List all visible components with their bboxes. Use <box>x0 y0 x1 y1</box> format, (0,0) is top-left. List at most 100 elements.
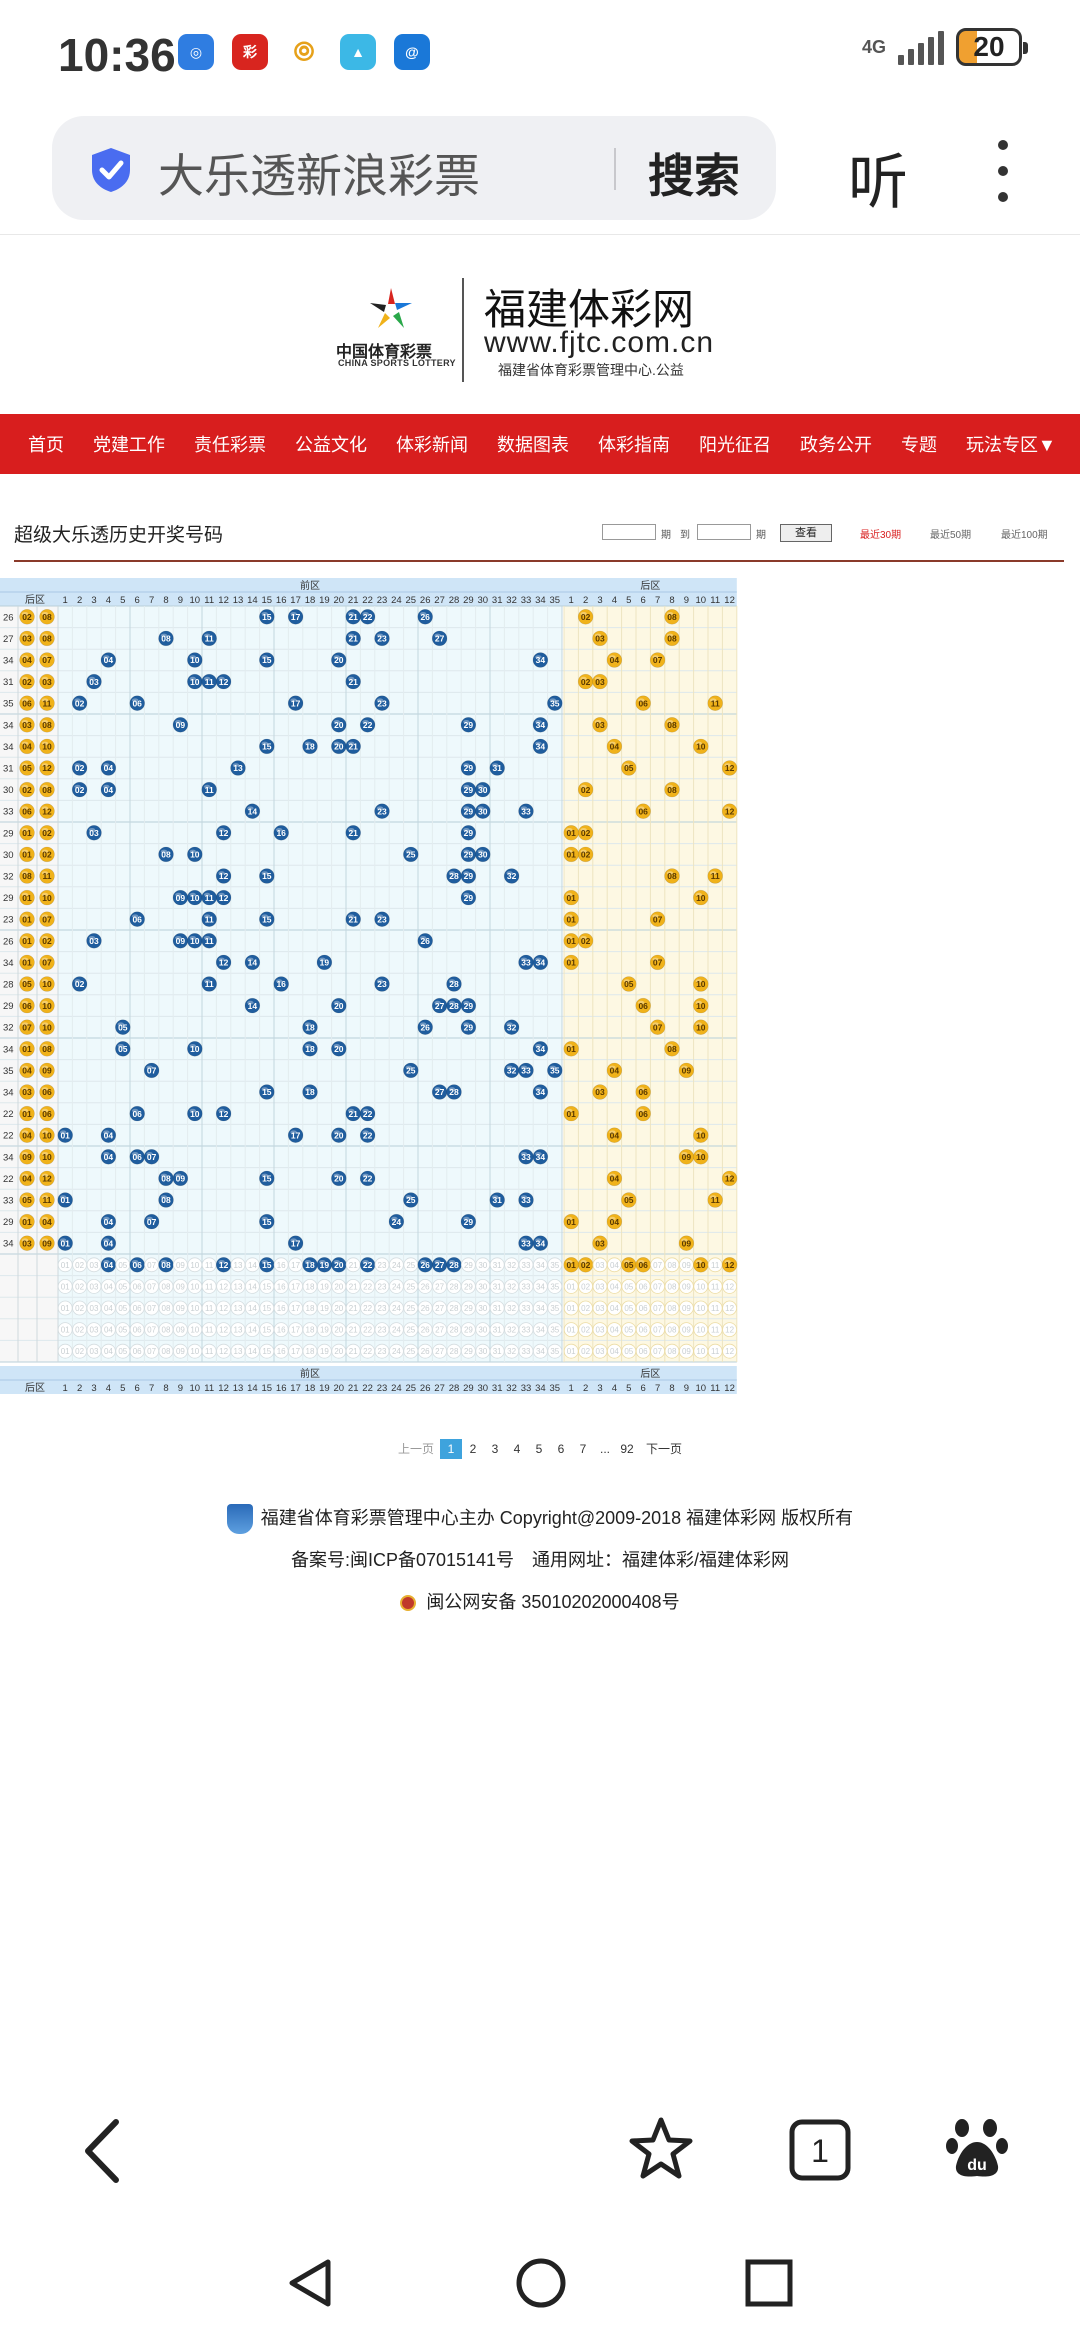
pager-page-6[interactable]: 7 <box>579 1442 587 1456</box>
empty-number[interactable]: 20 <box>331 1300 347 1316</box>
empty-number[interactable]: 33 <box>518 1322 534 1337</box>
empty-number[interactable]: 13 <box>230 1300 246 1316</box>
recent-50-link[interactable]: 最近50期 <box>930 530 972 541</box>
empty-number[interactable]: 27 <box>432 1322 448 1337</box>
search-query[interactable]: 大乐透新浪彩票 <box>158 150 480 202</box>
empty-number[interactable]: 02 <box>72 1343 87 1359</box>
empty-number[interactable]: 08 <box>158 1343 174 1359</box>
pager-prev[interactable]: 上一页 <box>397 1442 434 1456</box>
empty-number[interactable]: 05 <box>115 1257 131 1273</box>
empty-number[interactable]: 04 <box>101 1322 116 1337</box>
system-back-icon[interactable] <box>286 2256 336 2310</box>
pager-next[interactable]: 下一页 <box>646 1442 683 1456</box>
empty-number[interactable]: 19 <box>316 1300 332 1316</box>
empty-number[interactable]: 01 <box>57 1322 73 1337</box>
empty-number[interactable]: 07 <box>144 1343 160 1359</box>
empty-number[interactable]: 07 <box>144 1322 160 1337</box>
empty-number[interactable]: 33 <box>518 1300 534 1316</box>
empty-number[interactable]: 33 <box>518 1257 534 1273</box>
empty-number[interactable]: 11 <box>201 1300 217 1316</box>
empty-number[interactable]: 04 <box>607 1322 622 1337</box>
empty-number[interactable]: 17 <box>288 1322 304 1337</box>
empty-number[interactable]: 03 <box>592 1322 608 1337</box>
empty-number[interactable]: 04 <box>101 1300 116 1316</box>
empty-number[interactable]: 30 <box>475 1257 491 1273</box>
empty-number[interactable]: 04 <box>607 1343 622 1359</box>
empty-number[interactable]: 02 <box>72 1279 87 1294</box>
empty-number[interactable]: 09 <box>679 1279 694 1294</box>
empty-number[interactable]: 09 <box>679 1322 694 1337</box>
empty-number[interactable]: 31 <box>489 1300 505 1316</box>
search-button[interactable]: 搜索 <box>648 150 740 202</box>
empty-number[interactable]: 10 <box>187 1257 203 1273</box>
empty-number[interactable]: 21 <box>345 1257 361 1273</box>
tabs-icon[interactable]: 1 <box>788 2118 852 2182</box>
empty-number[interactable]: 18 <box>302 1343 318 1359</box>
empty-number[interactable]: 09 <box>172 1300 188 1316</box>
empty-number[interactable]: 08 <box>664 1279 680 1294</box>
empty-number[interactable]: 29 <box>460 1257 476 1273</box>
recent-100-link[interactable]: 最近100期 <box>1001 530 1048 541</box>
empty-number[interactable]: 04 <box>607 1279 622 1294</box>
empty-number[interactable]: 12 <box>216 1279 232 1294</box>
empty-number[interactable]: 28 <box>446 1322 462 1337</box>
empty-number[interactable]: 07 <box>650 1322 665 1337</box>
empty-number[interactable]: 18 <box>302 1322 318 1337</box>
empty-number[interactable]: 21 <box>345 1279 361 1294</box>
empty-number[interactable]: 21 <box>345 1343 361 1359</box>
empty-number[interactable]: 26 <box>417 1322 433 1337</box>
empty-number[interactable]: 02 <box>72 1322 87 1337</box>
empty-number[interactable]: 05 <box>621 1279 637 1294</box>
empty-number[interactable]: 09 <box>172 1279 188 1294</box>
empty-number[interactable]: 08 <box>664 1300 680 1316</box>
empty-number[interactable]: 23 <box>374 1343 390 1359</box>
empty-number[interactable]: 16 <box>273 1279 289 1294</box>
baidu-paw-icon[interactable]: du <box>946 2114 1008 2180</box>
empty-number[interactable]: 23 <box>374 1279 390 1294</box>
empty-number[interactable]: 25 <box>403 1322 419 1337</box>
empty-number[interactable]: 24 <box>388 1279 404 1294</box>
empty-number[interactable]: 19 <box>316 1343 332 1359</box>
empty-number[interactable]: 29 <box>460 1322 476 1337</box>
empty-number[interactable]: 01 <box>563 1279 579 1294</box>
empty-number[interactable]: 11 <box>201 1279 217 1294</box>
system-recents-icon[interactable] <box>744 2258 794 2308</box>
empty-number[interactable]: 03 <box>592 1279 608 1294</box>
empty-number[interactable]: 16 <box>273 1300 289 1316</box>
empty-number[interactable]: 16 <box>273 1257 289 1273</box>
search-box[interactable]: 大乐透新浪彩票 搜索 <box>52 116 776 220</box>
empty-number[interactable]: 31 <box>489 1279 505 1294</box>
empty-number[interactable]: 14 <box>244 1279 260 1294</box>
empty-number[interactable]: 11 <box>707 1279 723 1294</box>
empty-number[interactable]: 09 <box>679 1300 694 1316</box>
empty-number[interactable]: 12 <box>216 1300 232 1316</box>
empty-number[interactable]: 31 <box>489 1322 505 1337</box>
nav-item-9[interactable]: 专题 <box>901 435 937 455</box>
empty-number[interactable]: 10 <box>187 1279 203 1294</box>
empty-number[interactable]: 34 <box>533 1322 548 1337</box>
empty-number[interactable]: 03 <box>86 1300 102 1316</box>
empty-number[interactable]: 32 <box>504 1257 520 1273</box>
nav-item-8[interactable]: 政务公开 <box>800 435 872 455</box>
empty-number[interactable]: 09 <box>172 1322 188 1337</box>
empty-number[interactable]: 11 <box>201 1257 217 1273</box>
site-header[interactable]: 中国体育彩票 CHINA SPORTS LOTTERY 福建体彩网 www.fj… <box>0 270 1080 390</box>
empty-number[interactable]: 06 <box>635 1322 651 1337</box>
empty-number[interactable]: 20 <box>331 1343 347 1359</box>
empty-number[interactable]: 23 <box>374 1257 390 1273</box>
empty-number[interactable]: 01 <box>563 1343 579 1359</box>
empty-number[interactable]: 03 <box>86 1343 102 1359</box>
empty-number[interactable]: 12 <box>216 1343 232 1359</box>
empty-number[interactable]: 33 <box>518 1279 534 1294</box>
empty-number[interactable]: 01 <box>563 1322 579 1337</box>
empty-number[interactable]: 31 <box>489 1343 505 1359</box>
empty-number[interactable]: 06 <box>129 1322 145 1337</box>
empty-number[interactable]: 03 <box>86 1257 102 1273</box>
empty-number[interactable]: 34 <box>533 1300 548 1316</box>
empty-number[interactable]: 22 <box>360 1322 376 1337</box>
empty-number[interactable]: 08 <box>664 1322 680 1337</box>
empty-number[interactable]: 06 <box>635 1300 651 1316</box>
empty-number[interactable]: 32 <box>504 1343 520 1359</box>
empty-number[interactable]: 11 <box>707 1300 723 1316</box>
empty-number[interactable]: 25 <box>403 1300 419 1316</box>
